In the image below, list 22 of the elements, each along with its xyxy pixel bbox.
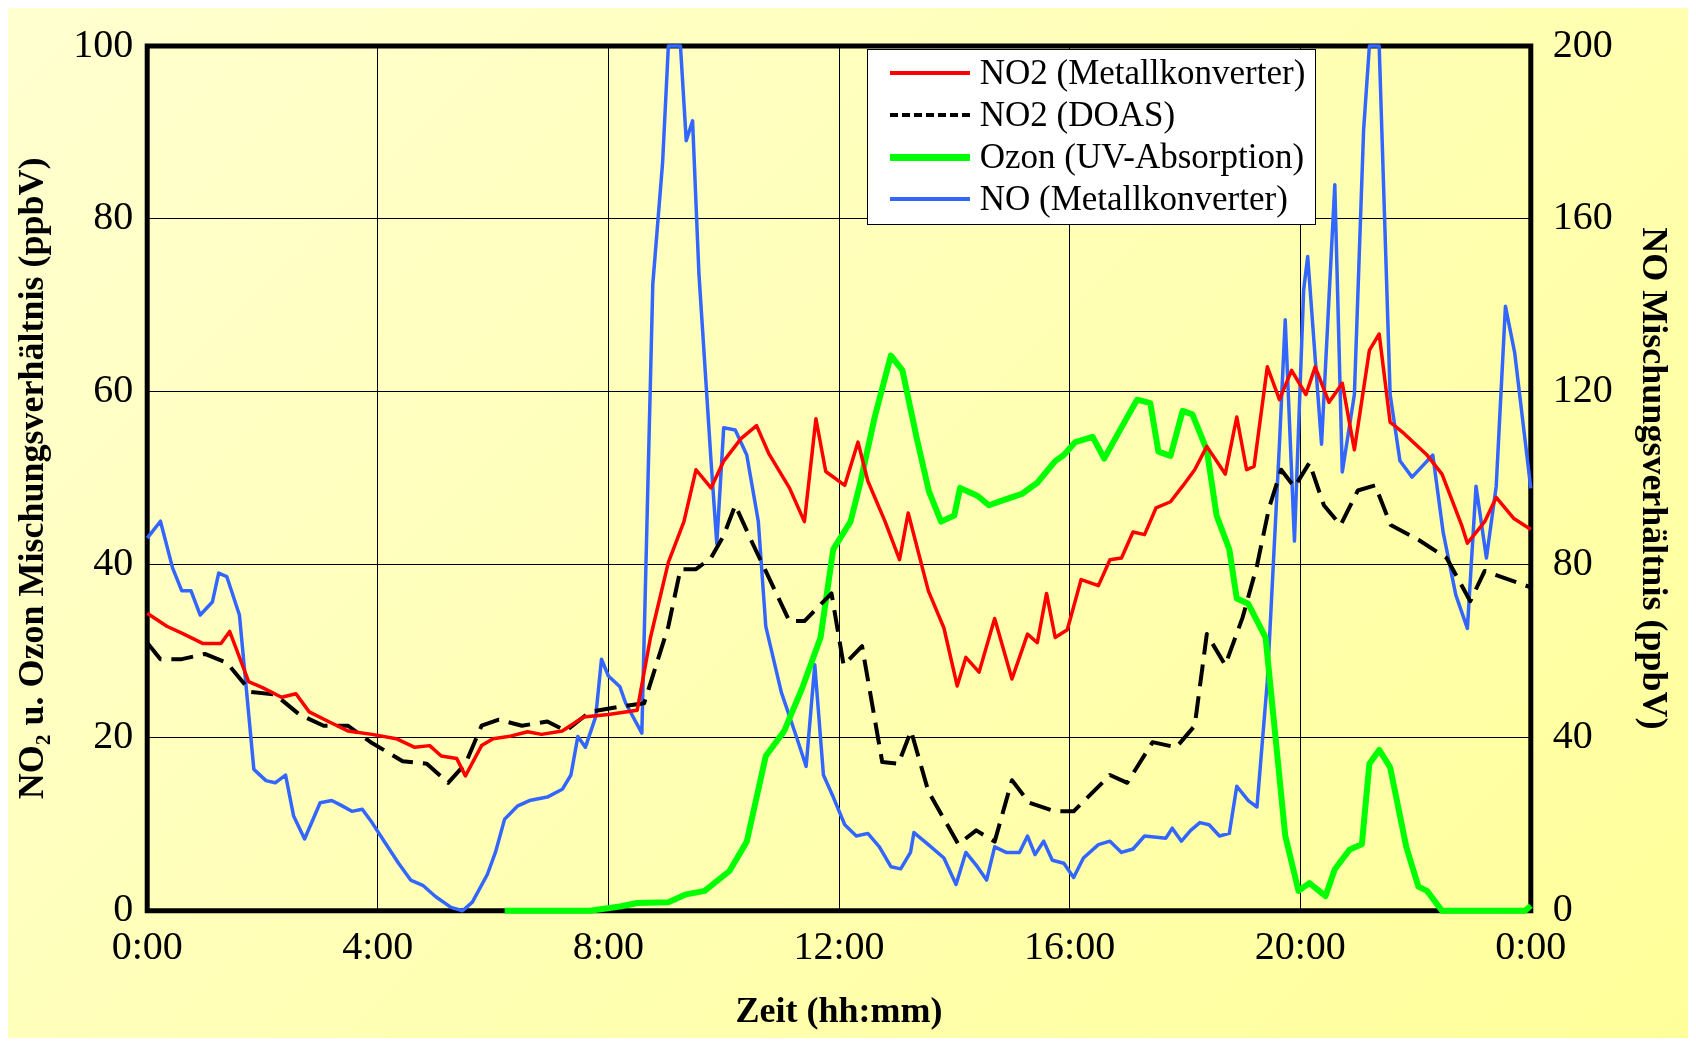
x-tick-label: 4:00: [342, 923, 414, 969]
y-tick-label: 60: [93, 366, 134, 412]
x-tick-label: 12:00: [793, 923, 885, 969]
x-axis-title: Zeit (hh:mm): [735, 989, 943, 1030]
y-tick-label: 80: [93, 193, 134, 239]
y-tick-label: 20: [93, 712, 134, 758]
y2-tick-label: 40: [1552, 712, 1593, 758]
y2-axis-title: NO Mischungsverhältnis (ppbV): [1635, 227, 1676, 730]
y-axis-title: NO₂ u. Ozon Mischungsverhältnis (ppbV): [10, 157, 51, 800]
legend-label: NO2 (Metallkonverter): [979, 52, 1306, 94]
legend-label: Ozon (UV-Absorption): [979, 136, 1305, 178]
y2-tick-label: 80: [1552, 539, 1593, 585]
x-tick-label: 20:00: [1254, 923, 1346, 969]
y-tick-label: 100: [73, 20, 134, 66]
x-tick-label: 8:00: [572, 923, 644, 969]
y-tick-label: 40: [93, 539, 134, 585]
y2-tick-label: 160: [1552, 193, 1613, 239]
y2-tick-label: 120: [1552, 366, 1613, 412]
x-tick-label: 16:00: [1024, 923, 1116, 969]
legend-label: NO2 (DOAS): [979, 94, 1176, 136]
y2-tick-label: 200: [1552, 20, 1613, 66]
legend-label: NO (Metallkonverter): [979, 178, 1288, 220]
